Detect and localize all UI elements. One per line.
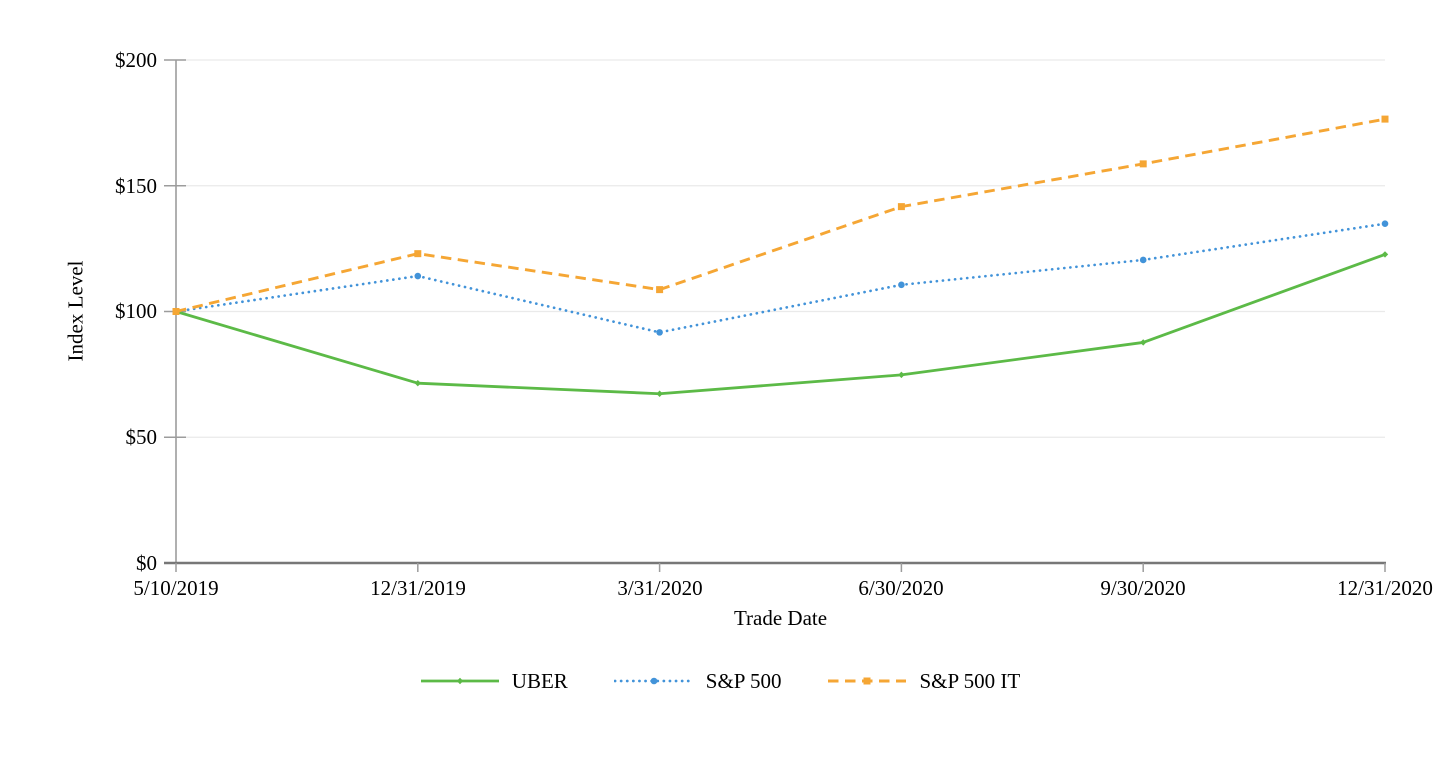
legend-swatch-sp500-it bbox=[827, 668, 907, 694]
y-tick-label: $200 bbox=[115, 48, 157, 72]
s-p-500-it-marker bbox=[1139, 160, 1147, 168]
x-tick-label: 6/30/2020 bbox=[858, 576, 944, 600]
legend-label-sp500-it: S&P 500 IT bbox=[919, 668, 1021, 693]
y-tick-label: $50 bbox=[125, 425, 158, 449]
x-tick-label: 3/31/2020 bbox=[617, 576, 703, 600]
legend-marker bbox=[863, 677, 871, 685]
uber-line bbox=[175, 253, 1386, 396]
s-p-500-line bbox=[174, 222, 1387, 334]
legend-line-sample bbox=[420, 677, 499, 685]
y-tick-label: $0 bbox=[136, 551, 157, 575]
legend-swatch-uber bbox=[420, 668, 500, 694]
y-tick-label: $150 bbox=[115, 174, 157, 198]
x-tick-label: 9/30/2020 bbox=[1100, 576, 1186, 600]
y-tick-label: $100 bbox=[115, 299, 157, 323]
legend-line-sample bbox=[828, 677, 907, 685]
uber-marker bbox=[1140, 339, 1147, 346]
s-p-500-it-marker bbox=[172, 308, 180, 315]
x-tick-label: 5/10/2019 bbox=[133, 576, 219, 600]
uber-marker bbox=[414, 379, 421, 387]
s-p-500-marker bbox=[1381, 220, 1389, 228]
uber-marker bbox=[1381, 251, 1389, 258]
s-p-500-it-line bbox=[175, 117, 1386, 313]
legend-marker bbox=[456, 677, 463, 685]
s-p-500-marker bbox=[1139, 256, 1147, 264]
s-p-500-it-marker bbox=[656, 286, 664, 294]
legend-item-sp500: S&P 500 bbox=[613, 668, 782, 694]
legend: UBER S&P 500 S&P 500 IT bbox=[0, 668, 1440, 694]
legend-item-uber: UBER bbox=[420, 668, 568, 694]
legend-item-sp500-it: S&P 500 IT bbox=[827, 668, 1020, 694]
x-axis-title: Trade Date bbox=[733, 606, 828, 630]
uber-marker bbox=[898, 371, 905, 379]
legend-swatch-sp500 bbox=[613, 668, 694, 694]
s-p-500-it-marker bbox=[414, 250, 422, 258]
x-tick-label: 12/31/2019 bbox=[370, 576, 466, 600]
s-p-500-marker bbox=[656, 329, 663, 336]
s-p-500-marker bbox=[414, 272, 422, 280]
legend-marker bbox=[650, 677, 658, 685]
s-p-500-marker bbox=[898, 281, 905, 289]
legend-label-sp500: S&P 500 bbox=[705, 668, 782, 693]
x-tick-label: 12/31/2020 bbox=[1337, 576, 1433, 600]
legend-line-sample bbox=[613, 677, 694, 685]
legend-label-uber: UBER bbox=[511, 668, 568, 693]
y-axis-title: Index Level bbox=[63, 260, 88, 362]
s-p-500-it-marker bbox=[1381, 115, 1389, 123]
uber-marker bbox=[656, 390, 663, 397]
s-p-500-it-marker bbox=[897, 203, 905, 211]
